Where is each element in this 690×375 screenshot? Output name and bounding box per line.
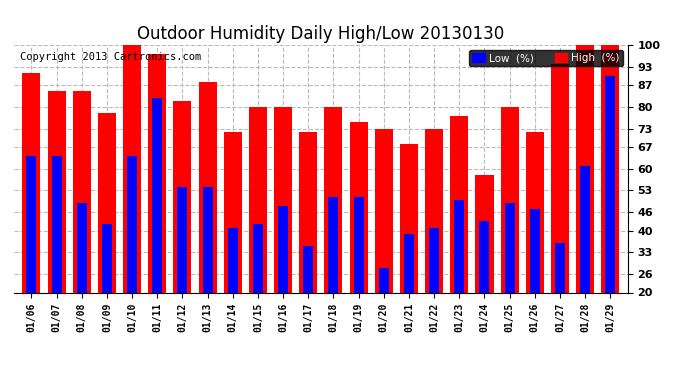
Bar (253, 224, 263, 292)
Bar (576, 45, 594, 292)
Bar (123, 45, 141, 292)
Bar (72, 92, 91, 292)
Bar (203, 188, 213, 292)
Bar (48, 92, 66, 292)
Bar (450, 116, 469, 292)
Bar (526, 132, 544, 292)
Bar (127, 156, 137, 292)
Bar (480, 221, 489, 292)
Bar (148, 54, 166, 292)
Bar (425, 129, 443, 292)
Bar (22, 73, 41, 292)
Bar (555, 243, 565, 292)
Bar (404, 234, 414, 292)
Title: Outdoor Humidity Daily High/Low 20130130: Outdoor Humidity Daily High/Low 20130130 (137, 26, 504, 44)
Bar (475, 175, 493, 292)
Bar (454, 200, 464, 292)
Bar (278, 206, 288, 292)
Bar (98, 113, 116, 292)
Bar (228, 228, 238, 292)
Bar (375, 129, 393, 292)
Bar (224, 132, 241, 292)
Bar (504, 203, 515, 292)
Bar (350, 122, 368, 292)
Bar (304, 246, 313, 292)
Bar (500, 107, 519, 292)
Text: Copyright 2013 Cartronics.com: Copyright 2013 Cartronics.com (20, 53, 201, 62)
Bar (429, 228, 439, 292)
Bar (77, 203, 87, 292)
Bar (299, 132, 317, 292)
Bar (379, 268, 388, 292)
Bar (551, 63, 569, 292)
Bar (324, 107, 342, 292)
Bar (177, 188, 188, 292)
Bar (601, 45, 620, 292)
Bar (328, 196, 338, 292)
Bar (353, 196, 364, 292)
Bar (102, 224, 112, 292)
Bar (530, 209, 540, 292)
Bar (580, 166, 590, 292)
Bar (400, 144, 418, 292)
Legend: Low  (%), High  (%): Low (%), High (%) (469, 50, 622, 66)
Bar (173, 101, 192, 292)
Bar (152, 98, 162, 292)
Bar (52, 156, 61, 292)
Bar (274, 107, 292, 292)
Bar (249, 107, 267, 292)
Bar (199, 82, 217, 292)
Bar (605, 76, 615, 292)
Bar (26, 156, 37, 292)
